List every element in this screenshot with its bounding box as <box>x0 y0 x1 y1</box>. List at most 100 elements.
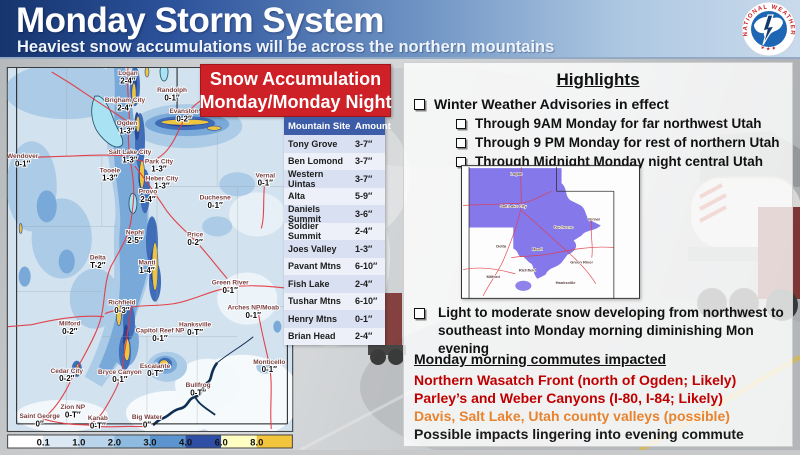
colorbar-segment <box>114 434 150 448</box>
map-city-name: Arches NP/Moab <box>227 305 279 312</box>
advisory-bullet: Winter Weather Advisories in effect <box>414 96 792 112</box>
amount-cell: 0-1″ <box>355 313 373 324</box>
colorbar-segment <box>150 434 186 448</box>
commute-impacts-section: Monday morning commutes impacted Norther… <box>414 351 786 443</box>
table-row: Brian Head 2-4″ <box>284 327 385 345</box>
site-name-cell: Joes Valley <box>288 243 337 254</box>
amount-cell: 2-4″ <box>355 278 373 289</box>
colorbar-segment <box>7 434 44 448</box>
highlights-panel: Highlights Winter Weather Advisories in … <box>403 62 793 447</box>
highlights-title: Highlights <box>556 70 640 89</box>
map-city-name: Logan <box>118 70 138 77</box>
map-city-name: Brigham City <box>105 97 146 104</box>
table-row: Henry Mtns 0-1″ <box>284 310 385 328</box>
inset-map-labels: Logan Salt Lake City Vernal Duchesne Delta Ma… <box>486 171 600 286</box>
colorbar-label: 3.0 <box>143 437 156 448</box>
table-header-row: Mountain Site Amount <box>284 117 391 135</box>
site-name-cell: Brian Head <box>288 331 336 342</box>
map-city-amount: 0-2″ <box>59 374 75 383</box>
map-city-amount: 2-4″ <box>117 104 133 113</box>
map-city-name: Park City <box>145 158 174 165</box>
colorbar-label: 1.0 <box>72 437 85 448</box>
table-row: Soldier Summit 2-4″ <box>284 221 385 241</box>
map-city-name: Delta <box>90 255 106 262</box>
table-row: Pavant Mtns 6-10″ <box>284 257 385 275</box>
inset-city-label: Manti <box>532 247 542 252</box>
site-name-cell: Fish Lake <box>288 278 330 289</box>
map-city-amount: 0-2″ <box>176 115 192 124</box>
colorbar-segment <box>78 434 115 448</box>
inset-city-label: Green River <box>570 260 593 265</box>
page-title: Monday Storm System <box>16 1 384 40</box>
map-city-amount: 0-2″ <box>62 327 78 336</box>
table-header-amount: Amount <box>355 120 391 132</box>
site-name-cell: Tushar Mtns <box>288 296 341 307</box>
map-city-name: Bryce Canyon <box>98 369 142 376</box>
snow-table-body: Tony Grove 3-7″ Ben Lomond 3-7″ Western Uint… <box>284 135 385 345</box>
map-city-amount: 1-3″ <box>119 127 135 136</box>
map-city-amount: 1-3″ <box>154 182 170 191</box>
snow-development-text: Light to moderate snow developing from n… <box>438 305 784 356</box>
table-header-site: Mountain Site <box>288 120 351 132</box>
map-city-name: Capitol Reef NP <box>136 328 185 335</box>
map-city-amount: 0-3″ <box>114 306 130 315</box>
table-row: Ben Lomond 3-7″ <box>284 152 385 170</box>
colorbar-label: 8.0 <box>250 437 263 448</box>
map-city-amount: 2-4″ <box>120 76 136 85</box>
commute-impact-line: Davis, Salt Lake, Utah county valleys (p… <box>414 408 730 424</box>
map-city-name: Randolph <box>157 87 187 94</box>
amount-cell: 3-7″ <box>355 173 373 184</box>
advisory-area <box>469 168 601 279</box>
map-city-amount: 1-3″ <box>151 165 167 174</box>
colorbar-label: 0.1 <box>37 437 51 448</box>
map-city-name: Kanab <box>88 415 108 422</box>
advisory-sub-bullet: Through 9AM Monday for far northwest Uta… <box>456 114 792 133</box>
map-city-name: Hanksville <box>179 322 212 329</box>
advisory-sub-bullets: Through 9AM Monday for far northwest Uta… <box>456 114 792 171</box>
amount-cell: 6-10″ <box>355 261 378 272</box>
inset-city-label: Richfield <box>519 268 537 273</box>
advisory-map-svg: Logan Salt Lake City Vernal Duchesne Delta Ma… <box>461 165 640 299</box>
map-city-amount: 0-T″ <box>187 328 203 337</box>
map-city-name: Monticello <box>253 359 285 366</box>
inset-city-label: Delta <box>496 244 507 249</box>
map-city-amount: 2-5″ <box>127 236 143 245</box>
colorbar-label: 6.0 <box>215 437 228 448</box>
table-row: Tony Grove 3-7″ <box>284 135 385 153</box>
map-city-name: Salt Lake City <box>109 149 152 156</box>
map-title-banner: Snow Accumulation Monday/Monday Night <box>200 64 392 117</box>
map-city-name: Duchesne <box>200 194 231 201</box>
map-city-amount: 0-T″ <box>147 369 163 378</box>
table-row: Daniels Summit 3-6″ <box>284 203 385 224</box>
site-name-cell: Ben Lomond <box>288 156 343 167</box>
map-city-amount: T-2″ <box>90 261 106 270</box>
map-city-amount: 0-T″ <box>190 388 206 397</box>
table-row: Alta 5-9″ <box>284 187 385 205</box>
nws-logo: NATIONAL WEATHER SERVICE ★ ★ ★ <box>738 0 797 62</box>
sub-bullet-text: Through 9 PM Monday for rest of northern… <box>475 135 780 150</box>
banner-line1: Snow Accumulation <box>209 68 382 89</box>
advisory-sub-bullet: Through 9 PM Monday for rest of northern… <box>456 133 792 152</box>
table-row: Joes Valley 1-3″ <box>284 240 385 258</box>
map-city-name: Escalante <box>140 363 171 370</box>
map-city-amount: 0-1″ <box>258 179 274 188</box>
colorbar-segment <box>43 434 79 448</box>
map-city-amount: 1-3″ <box>122 156 138 165</box>
site-name-cell: Alta <box>288 191 306 202</box>
amount-cell: 3-7″ <box>355 138 373 149</box>
colorbar-segment <box>256 434 293 448</box>
map-city-amount: 1-3″ <box>102 174 118 183</box>
map-city-name: Wendover <box>7 153 39 160</box>
map-city-amount: 0-1″ <box>262 365 278 374</box>
site-name-cell: Daniels Summit <box>288 203 322 224</box>
map-city-name: Big Water <box>132 414 163 421</box>
advisory-bullet-text: Winter Weather Advisories in effect <box>434 96 669 112</box>
site-name-cell: Tony Grove <box>288 138 338 149</box>
map-city-amount: 0-1″ <box>207 201 223 210</box>
site-name-cell: Henry Mtns <box>288 313 338 324</box>
map-city-amount: 0″ <box>36 419 44 428</box>
map-city-name: Richfield <box>108 300 135 307</box>
